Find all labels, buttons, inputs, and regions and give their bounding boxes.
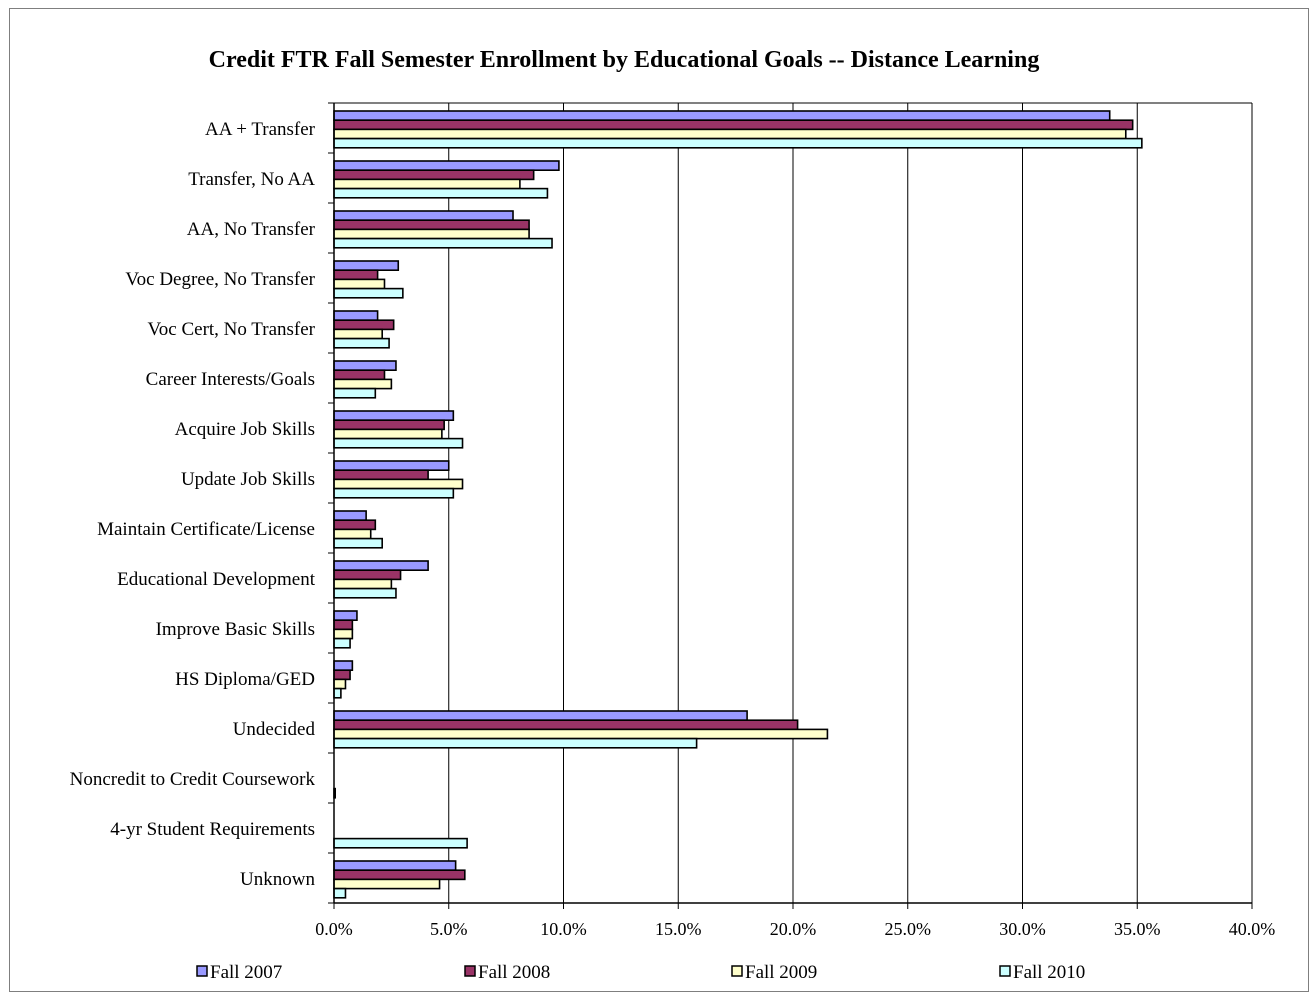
bar	[333, 110, 1111, 121]
bar	[333, 228, 530, 240]
bar	[333, 460, 450, 471]
bar	[333, 637, 351, 649]
bar	[333, 219, 530, 231]
bar	[333, 378, 393, 390]
legend-label: Fall 2008	[478, 962, 550, 983]
category-label: Educational Development	[117, 569, 316, 590]
bar	[333, 310, 379, 321]
gridlines	[334, 102, 1253, 903]
bar	[333, 210, 514, 221]
category-label: Voc Cert, No Transfer	[148, 319, 316, 340]
category-label: 4-yr Student Requirements	[110, 819, 315, 840]
bar	[333, 187, 549, 199]
x-tick-label: 25.0%	[885, 919, 932, 939]
bar	[333, 437, 464, 449]
bar	[333, 728, 829, 740]
bar	[333, 328, 383, 340]
axes: 0.0% 5.0% 10.0% 15.0% 20.0% 25.0% 30.0% 35.0% 40…	[315, 102, 1276, 939]
bar	[333, 837, 468, 849]
bar	[333, 528, 372, 540]
legend-swatch	[464, 965, 476, 977]
legend-swatch	[196, 965, 208, 977]
x-tick-label: 0.0%	[315, 919, 353, 939]
legend-label: Fall 2007	[210, 962, 282, 983]
bar	[333, 428, 443, 440]
bar	[333, 469, 429, 481]
bar	[333, 860, 457, 871]
bar	[333, 260, 400, 271]
bar	[333, 119, 1134, 131]
bar	[333, 628, 354, 640]
x-tick-label: 15.0%	[655, 919, 702, 939]
bar	[333, 587, 397, 599]
bar	[333, 178, 521, 190]
x-tick-label: 35.0%	[1114, 919, 1161, 939]
category-label: Transfer, No AA	[188, 169, 315, 190]
category-label: Noncredit to Credit Coursework	[70, 769, 316, 790]
bar	[333, 678, 347, 690]
bar	[333, 137, 1143, 149]
bars	[333, 110, 1143, 899]
bar	[333, 478, 464, 490]
category-label: Career Interests/Goals	[146, 369, 315, 390]
bar	[333, 410, 455, 421]
bar	[333, 560, 429, 571]
chart-title: Credit FTR Fall Semester Enrollment by E…	[209, 47, 1040, 73]
category-label: AA + Transfer	[205, 119, 316, 140]
bar	[333, 369, 386, 381]
bar	[333, 128, 1127, 140]
bar	[333, 287, 404, 299]
x-tick-label: 30.0%	[999, 919, 1046, 939]
bar	[333, 269, 379, 281]
category-label: Improve Basic Skills	[156, 619, 315, 640]
bar	[333, 687, 342, 699]
category-label: Undecided	[233, 719, 316, 740]
bar	[333, 610, 358, 621]
bar	[333, 319, 395, 331]
category-label: Voc Degree, No Transfer	[125, 269, 315, 290]
category-label: HS Diploma/GED	[175, 669, 315, 690]
bar	[333, 619, 354, 631]
bar	[333, 360, 397, 371]
bar	[333, 719, 799, 731]
bar	[333, 278, 386, 290]
bar	[333, 537, 383, 549]
bar	[333, 387, 377, 399]
bar	[333, 887, 347, 899]
legend-swatch	[731, 965, 743, 977]
x-tick-label: 5.0%	[430, 919, 468, 939]
bar	[333, 419, 445, 431]
category-label: Acquire Job Skills	[175, 419, 315, 440]
legend-label: Fall 2010	[1013, 962, 1085, 983]
category-label: Unknown	[240, 869, 315, 890]
bar	[333, 869, 466, 881]
bar	[333, 569, 402, 581]
legend: Fall 2007 Fall 2008 Fall 2009 Fall 2010	[196, 962, 1085, 983]
bar	[333, 578, 393, 590]
bar	[333, 169, 535, 181]
category-label: Maintain Certificate/License	[97, 519, 315, 540]
bar	[333, 660, 354, 671]
legend-swatch	[999, 965, 1011, 977]
bar	[333, 510, 367, 521]
category-labels: AA + Transfer Transfer, No AA AA, No Trans…	[70, 119, 316, 890]
bar	[333, 337, 390, 349]
x-tick-label: 10.0%	[540, 919, 587, 939]
bar	[333, 878, 441, 890]
bar	[333, 237, 553, 249]
legend-label: Fall 2009	[745, 962, 817, 983]
category-label: AA, No Transfer	[187, 219, 316, 240]
category-label: Update Job Skills	[181, 469, 315, 490]
bar	[333, 487, 455, 499]
x-tick-label: 20.0%	[770, 919, 817, 939]
chart-frame	[9, 8, 1309, 992]
bar	[333, 160, 560, 171]
bar	[333, 737, 698, 749]
x-tick-label: 40.0%	[1229, 919, 1276, 939]
bar	[333, 669, 351, 681]
bar	[333, 710, 748, 721]
bar	[333, 519, 377, 531]
